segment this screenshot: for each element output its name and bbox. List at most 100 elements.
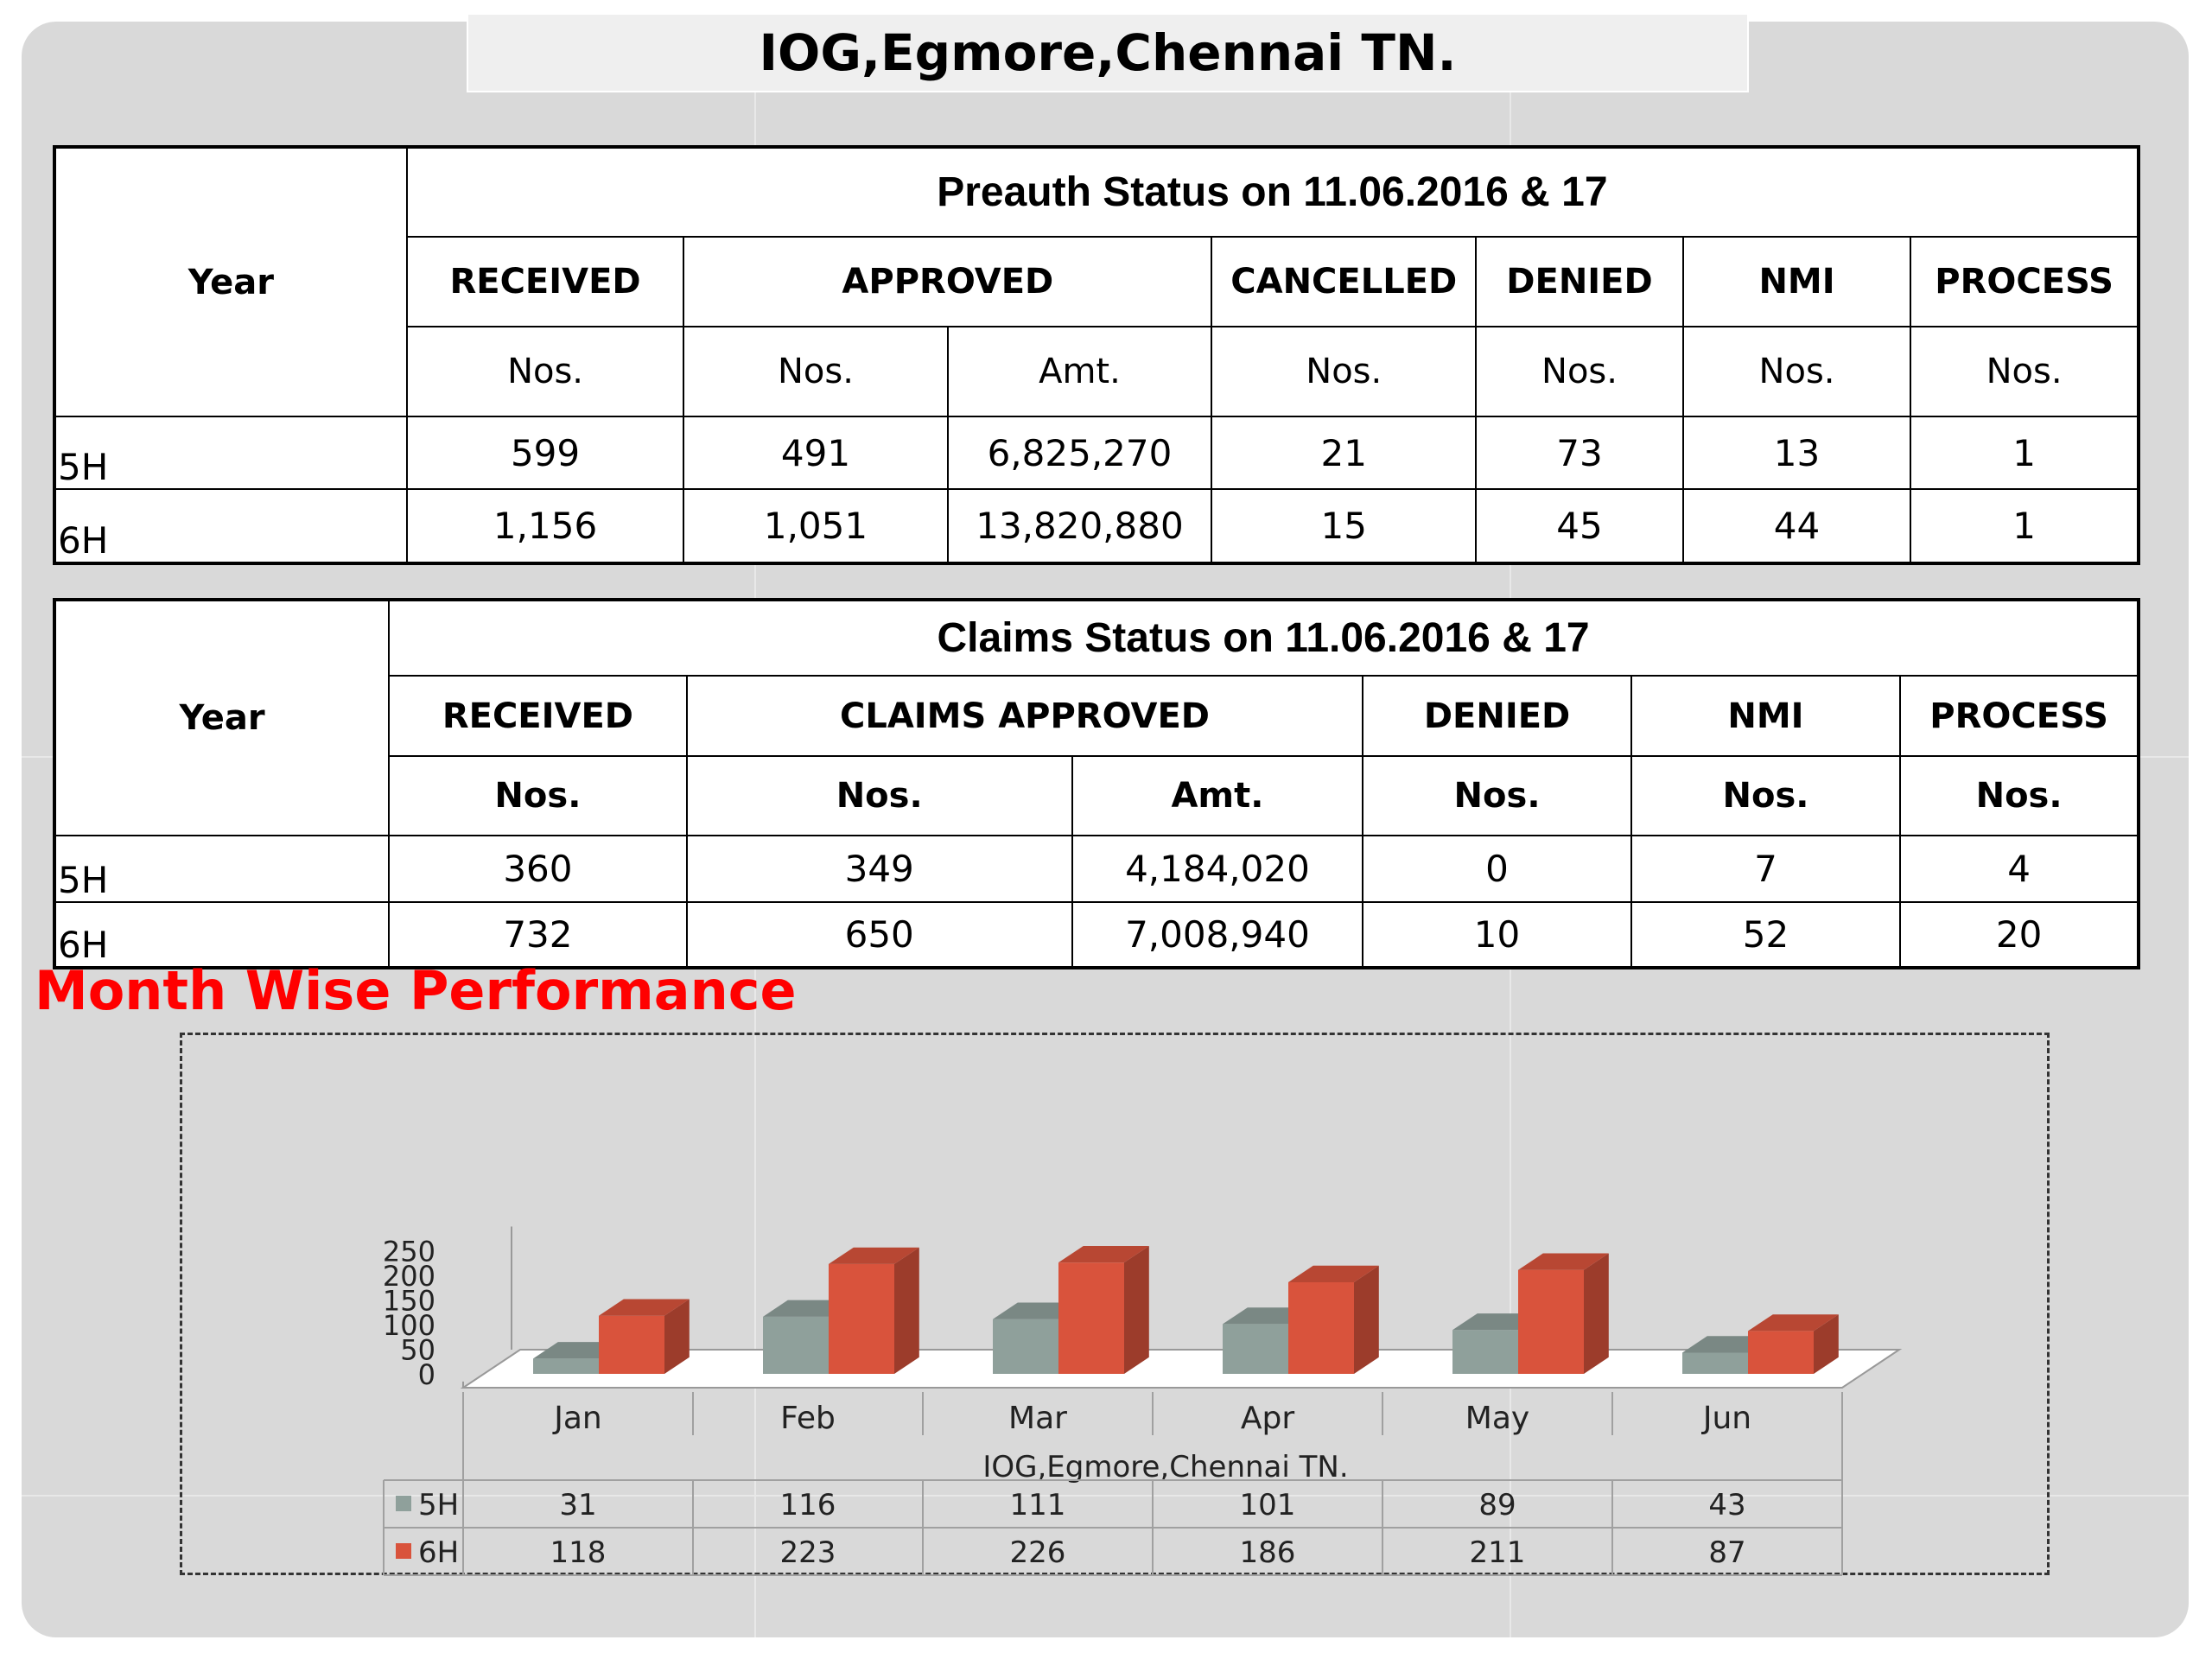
x-tick-label: May (1465, 1401, 1529, 1436)
preauth-table-title: Preauth Status on 11.06.2016 & 17 (405, 146, 2140, 238)
column-header-nmi: NMI (1630, 675, 1902, 757)
table-row: 5H 599 491 6,825,270 21 73 13 1 (54, 416, 2139, 490)
sub-header-nos: Nos. (388, 754, 688, 837)
bar-6h-feb (829, 1263, 894, 1374)
sub-header-amt: Amt. (1071, 754, 1364, 837)
cell-approved-nos: 650 (685, 900, 1073, 969)
bar-6h-may (1518, 1269, 1584, 1374)
bar-side-6h-apr (1354, 1265, 1379, 1374)
x-tick-label: Feb (780, 1401, 836, 1436)
legend-label: 5H (418, 1488, 459, 1522)
bar-5h-feb (763, 1316, 829, 1374)
cell-received: 732 (388, 900, 688, 969)
cell-nmi: 7 (1630, 835, 1902, 903)
section-title: Month Wise Performance (35, 959, 797, 1022)
bar-6h-apr (1288, 1281, 1354, 1374)
bar-6h-jan (599, 1315, 664, 1374)
cell-nmi: 44 (1681, 488, 1912, 564)
row-year: 6H (54, 488, 408, 564)
cell-process: 4 (1899, 835, 2139, 903)
sub-header-nos: Nos. (685, 754, 1073, 837)
bar-5h-jan (533, 1358, 599, 1374)
background-grid-line (22, 1495, 2189, 1497)
cell-process: 1 (1910, 488, 2139, 564)
y-tick-label: 100 (383, 1309, 435, 1342)
sub-header-nos: Nos. (405, 326, 685, 417)
cell-approved-amt: 13,820,880 (946, 488, 1213, 564)
bar-side-6h-mar (1124, 1245, 1149, 1374)
cell-denied: 0 (1362, 835, 1632, 903)
cell-denied: 73 (1475, 416, 1684, 490)
bar-top-6h-apr (1288, 1265, 1379, 1282)
cell-approved-amt: 4,184,020 (1071, 835, 1364, 903)
cell-process: 20 (1899, 900, 2139, 969)
bar-side-6h-jun (1814, 1314, 1839, 1374)
legend-key-6h (396, 1543, 411, 1559)
data-table-value: 116 (780, 1488, 836, 1522)
cell-cancelled: 15 (1211, 488, 1478, 564)
data-table-value: 111 (1010, 1488, 1066, 1522)
data-table-value: 31 (559, 1488, 596, 1522)
sub-header-nos: Nos. (1899, 754, 2139, 837)
sub-header-nos: Nos. (1475, 326, 1684, 417)
data-table-value: 89 (1478, 1488, 1516, 1522)
sub-header-nos: Nos. (683, 326, 949, 417)
x-axis-title: IOG,Egmore,Chennai TN. (982, 1450, 1348, 1484)
bar-top-6h-jun (1748, 1314, 1839, 1332)
sub-header-amt: Amt. (946, 326, 1213, 417)
cell-received: 1,156 (405, 488, 685, 564)
sub-header-nos: Nos. (1362, 754, 1632, 837)
data-table-value: 226 (1010, 1535, 1066, 1570)
y-tick-label: 50 (400, 1334, 435, 1367)
bar-5h-jun (1682, 1352, 1748, 1374)
cell-process: 1 (1910, 416, 2139, 490)
cell-nmi: 13 (1681, 416, 1912, 490)
year-header: Year (53, 598, 391, 837)
row-year: 5H (53, 835, 391, 903)
cell-approved-amt: 7,008,940 (1071, 900, 1364, 969)
legend-label: 6H (418, 1535, 459, 1570)
column-header-process: PROCESS (1910, 236, 2139, 327)
table-row: 6H 732 650 7,008,940 10 52 20 (53, 900, 2139, 969)
data-table-value: 186 (1240, 1535, 1296, 1570)
x-tick-label: Jun (1701, 1401, 1751, 1436)
table-row: 5H 360 349 4,184,020 0 7 4 (53, 835, 2139, 903)
cell-approved-nos: 349 (685, 835, 1073, 903)
sub-header-nos: Nos. (1681, 326, 1912, 417)
cell-received: 599 (405, 416, 685, 490)
y-tick-label: 200 (383, 1260, 435, 1293)
column-header-received: RECEIVED (405, 236, 685, 327)
cell-approved-nos: 1,051 (683, 488, 949, 564)
sub-header-nos: Nos. (1630, 754, 1902, 837)
column-header-process: PROCESS (1899, 675, 2139, 757)
bar-6h-mar (1058, 1262, 1124, 1374)
bar-top-6h-feb (829, 1247, 919, 1264)
bar-side-6h-may (1584, 1253, 1609, 1374)
chart-frame (180, 1033, 2050, 1575)
bar-top-6h-jan (599, 1299, 690, 1316)
data-table-value: 101 (1240, 1488, 1296, 1522)
claims-status-table: Year Claims Status on 11.06.2016 & 17 RE… (53, 598, 2140, 969)
cell-nmi: 52 (1630, 900, 1902, 969)
bar-side-6h-feb (894, 1247, 919, 1374)
cell-cancelled: 21 (1211, 416, 1478, 490)
y-tick-label: 0 (418, 1358, 435, 1391)
y-tick-label: 250 (383, 1236, 435, 1268)
x-tick-label: Apr (1241, 1401, 1294, 1436)
column-header-claims-approved: CLAIMS APPROVED (685, 675, 1364, 757)
cell-approved-amt: 6,825,270 (946, 416, 1213, 490)
bar-5h-apr (1223, 1324, 1288, 1374)
column-header-nmi: NMI (1681, 236, 1912, 327)
cell-denied: 10 (1362, 900, 1632, 969)
bar-side-6h-jan (664, 1299, 690, 1374)
bar-top-6h-may (1518, 1253, 1609, 1270)
cell-denied: 45 (1475, 488, 1684, 564)
table-row: 6H 1,156 1,051 13,820,880 15 45 44 1 (54, 488, 2139, 564)
year-header: Year (54, 146, 408, 417)
data-table-value: 87 (1708, 1535, 1745, 1570)
column-header-denied: DENIED (1362, 675, 1632, 757)
cell-received: 360 (388, 835, 688, 903)
page-title: IOG,Egmore,Chennai TN. (467, 13, 1749, 92)
bar-top-6h-mar (1058, 1245, 1149, 1263)
